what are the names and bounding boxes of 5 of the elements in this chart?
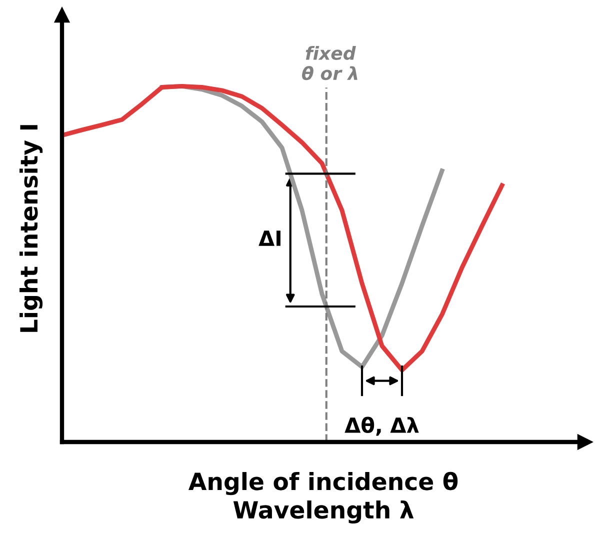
text: fixed θ or λ: [302, 46, 358, 80]
y-axis-title: Light intensity I: [20, 125, 43, 332]
x-axis-title: Angle of incidence θ Wavelength λ: [188, 472, 458, 524]
annotation: Δθ, Δλ: [344, 416, 419, 436]
annotation: ΔI: [258, 230, 280, 246]
